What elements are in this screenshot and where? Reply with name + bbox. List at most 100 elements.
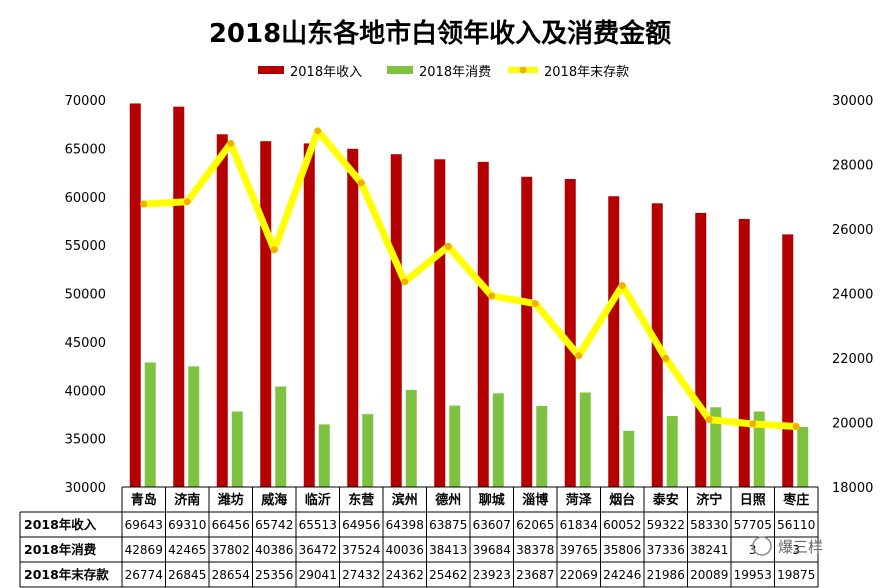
category-label: 济南 [174,492,200,508]
legend-income-swatch [258,66,284,74]
savings-point [357,179,365,187]
spending-bar [275,386,287,487]
income-bar [782,234,794,487]
savings-point [183,198,191,206]
left-axis-tick: 45000 [65,336,106,351]
watermark: 爆三样 [752,536,823,556]
spending-bar [797,427,809,487]
income-bar [695,212,707,487]
income-bar [477,161,489,487]
left-axis-tick: 70000 [65,94,106,109]
left-axis-tick: 30000 [65,481,106,496]
spending-bar [231,411,243,487]
legend-spending-swatch [387,66,413,74]
table-cell: 56110 [777,518,815,532]
spending-bar [449,405,461,487]
spending-bar [579,392,591,487]
table-cell: 66456 [212,518,250,532]
bars [129,103,809,488]
income-bar [260,141,272,487]
table-cell: 42869 [125,543,163,557]
table-cell: 69310 [168,518,206,532]
table-cell: 22069 [560,568,598,582]
savings-point [314,127,322,135]
table-cell: 63875 [429,518,467,532]
table-row-label: 2018年末存款 [24,567,109,582]
left-axis-tick: 40000 [65,384,106,399]
table-cell: 29041 [299,568,337,582]
watermark-text: 爆三样 [778,538,823,556]
table-cell: 57705 [734,518,772,532]
legend-spending-label: 2018年消费 [419,65,491,80]
spending-bar [188,366,200,487]
table-cell: 3 [792,543,800,557]
table-row-label: 2018年消费 [24,542,97,557]
table-cell: 62065 [516,518,554,532]
income-bar [738,218,750,487]
category-label: 临沂 [305,492,331,508]
category-label: 威海 [261,492,287,508]
right-axis: 18000 20000 22000 24000 26000 28000 30000 [832,94,873,496]
table-cell: 3 [749,543,757,557]
income-bar [521,176,533,487]
table-cell: 65742 [255,518,293,532]
left-axis-tick: 35000 [65,433,106,448]
category-label: 菏泽 [566,492,593,508]
legend-savings-label: 2018年末存款 [544,65,629,80]
right-axis-tick: 22000 [832,352,873,367]
savings-line-path [140,127,800,431]
data-table: 青岛 济南 潍坊 威海 临沂 东营 滨州 德州 聊城 淄博 菏泽 烟台 泰安 济宁 日照 枣庄 2018年收入 6… [19,486,819,588]
table-cell: 37336 [647,543,685,557]
left-axis-tick: 50000 [65,288,106,303]
category-label: 枣庄 [782,492,809,508]
spending-bar [710,407,722,487]
table-cell: 39765 [560,543,598,557]
table-cell: 37802 [212,543,250,557]
table-cell: 26774 [125,568,163,582]
table-cell: 65513 [299,518,337,532]
chart-title: 2018山东各地市白领年收入及消费金额 [209,18,671,49]
right-axis-tick: 24000 [832,288,873,303]
table-cell: 26845 [168,568,206,582]
savings-point [270,246,278,254]
spending-bar [492,393,504,487]
spending-bar [753,411,765,487]
savings-point [444,242,452,250]
category-label: 潍坊 [218,492,244,508]
table-cell: 23923 [473,568,511,582]
category-label: 济宁 [696,492,722,508]
category-label: 烟台 [609,492,635,508]
savings-point [575,352,583,360]
wechat-icon [752,536,772,556]
table-cell: 35806 [603,543,641,557]
savings-line [140,127,800,431]
savings-point [749,420,757,428]
right-axis-tick: 30000 [832,94,873,109]
savings-point [140,200,148,208]
table-cell: 38378 [516,543,554,557]
category-label: 滨州 [392,492,418,508]
income-bar [216,134,228,487]
right-axis-tick: 26000 [832,223,873,238]
category-label: 聊城 [479,492,505,508]
left-axis-tick: 60000 [65,191,106,206]
table-cell: 40386 [255,543,293,557]
spending-bar [318,424,330,487]
spending-bar [623,430,635,487]
category-label: 日照 [740,493,766,508]
right-axis-tick: 28000 [832,159,873,174]
legend-savings-marker [519,66,527,74]
savings-point [401,278,409,286]
table-cell: 24362 [386,568,424,582]
table-cell: 20089 [690,568,728,582]
income-bar [608,196,620,488]
table-cell: 64398 [386,518,424,532]
table-row-label: 2018年收入 [24,517,97,532]
income-bar [434,159,446,487]
left-axis-tick: 65000 [65,142,106,157]
legend: 2018年收入 2018年消费 2018年末存款 [258,65,629,80]
table-cell: 21986 [647,568,685,582]
table-cell: 42465 [168,543,206,557]
table-cell: 28654 [212,568,250,582]
left-axis-tick: 55000 [65,239,106,254]
